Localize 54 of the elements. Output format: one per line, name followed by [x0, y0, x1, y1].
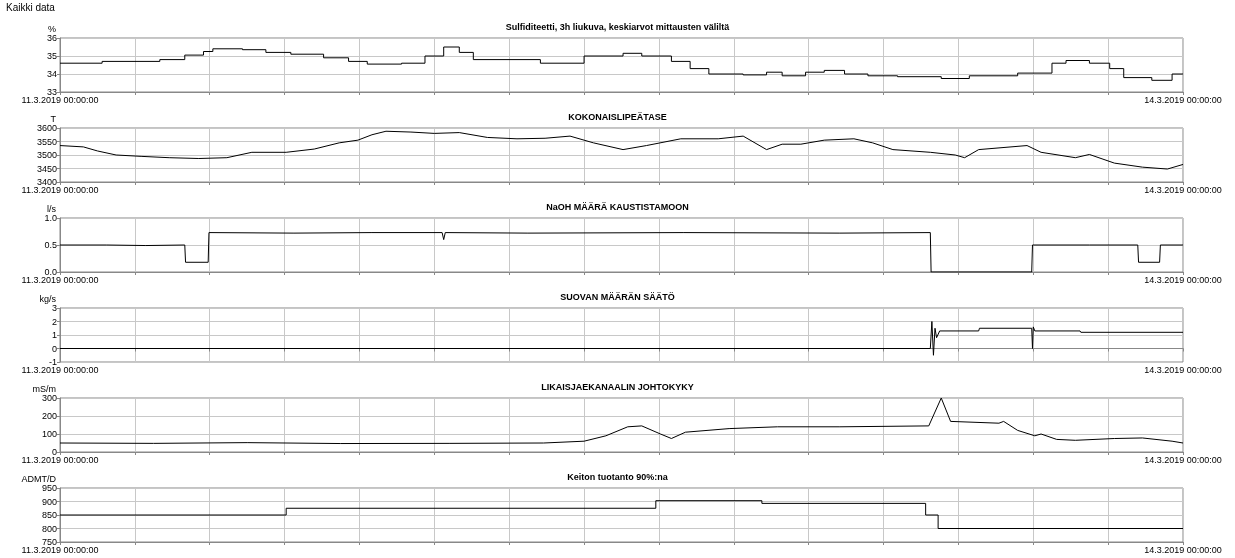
y-tick-label: 1.0	[44, 213, 57, 223]
x-tick-label: 11.3.2019 00:00:00	[21, 184, 99, 195]
x-tick-label: 14.3.2019 00:00:00	[1144, 454, 1222, 465]
y-axis-title: l/s	[47, 204, 57, 215]
x-tick-label: 11.3.2019 00:00:00	[21, 364, 99, 375]
chart-title: SUOVAN MÄÄRÄN SÄÄTÖ	[560, 291, 675, 302]
y-tick-label: 3500	[36, 150, 57, 160]
x-tick-label: 14.3.2019 00:00:00	[1144, 364, 1222, 375]
x-tick-label: 11.3.2019 00:00:00	[21, 454, 99, 465]
y-tick-label: 3400	[36, 177, 57, 187]
y-tick-label: 3600	[36, 123, 57, 133]
y-tick-label: 300	[41, 393, 57, 403]
y-tick-label: 0.5	[44, 240, 57, 250]
y-tick-label: 3550	[36, 136, 57, 147]
y-axis-title: kg/s	[39, 294, 57, 305]
y-tick-label: 35	[46, 51, 57, 61]
y-tick-label: -1	[48, 357, 57, 367]
y-tick-label: 0.0	[44, 267, 57, 277]
y-tick-label: 1	[51, 330, 57, 340]
x-tick-label: 14.3.2019 00:00:00	[1144, 184, 1222, 195]
y-tick-label: 0	[51, 447, 57, 457]
line-series	[59, 130, 1184, 170]
y-axis-title: ADMT/D	[21, 474, 57, 485]
chart-title: Sulfiditeetti, 3h liukuva, keskiarvot mittausten väliltä	[505, 21, 731, 32]
y-tick-label: 200	[41, 411, 57, 421]
y-axis-title: T	[50, 114, 57, 125]
y-tick-label: 36	[46, 33, 57, 43]
chart-title: NaOH MÄÄRÄ KAUSTISTAMOON	[546, 201, 689, 212]
y-tick-label: 0	[51, 343, 57, 354]
y-tick-label: 900	[41, 496, 57, 507]
chart-title: LIKAISJAEKANAALIN JOHTOKYKY	[541, 381, 694, 392]
y-tick-label: 850	[41, 510, 57, 520]
y-tick-label: 3	[51, 303, 57, 313]
chart-title: Keiton tuotanto 90%:na	[567, 471, 669, 482]
x-tick-label: 14.3.2019 00:00:00	[1144, 94, 1222, 105]
y-axis-title: mS/m	[32, 384, 56, 395]
y-tick-label: 950	[41, 483, 57, 493]
line-series	[59, 397, 1184, 445]
y-tick-label: 3450	[36, 163, 57, 174]
x-tick-label: 11.3.2019 00:00:00	[21, 274, 99, 285]
line-series	[59, 321, 1184, 356]
x-tick-label: 11.3.2019 00:00:00	[21, 94, 99, 105]
x-tick-label: 14.3.2019 00:00:00	[1144, 544, 1222, 555]
y-tick-label: 750	[41, 537, 57, 547]
y-tick-label: 34	[46, 69, 57, 79]
x-tick-label: 14.3.2019 00:00:00	[1144, 274, 1222, 285]
y-tick-label: 800	[41, 523, 57, 534]
y-tick-label: 100	[41, 429, 57, 439]
y-tick-label: 2	[51, 316, 57, 327]
text: Kaikki data	[6, 2, 55, 13]
chart-title: KOKONAISLIPEÄTASE	[568, 111, 667, 122]
y-tick-label: 33	[46, 87, 57, 97]
x-tick-label: 11.3.2019 00:00:00	[21, 544, 99, 555]
y-axis-title: %	[47, 24, 56, 35]
